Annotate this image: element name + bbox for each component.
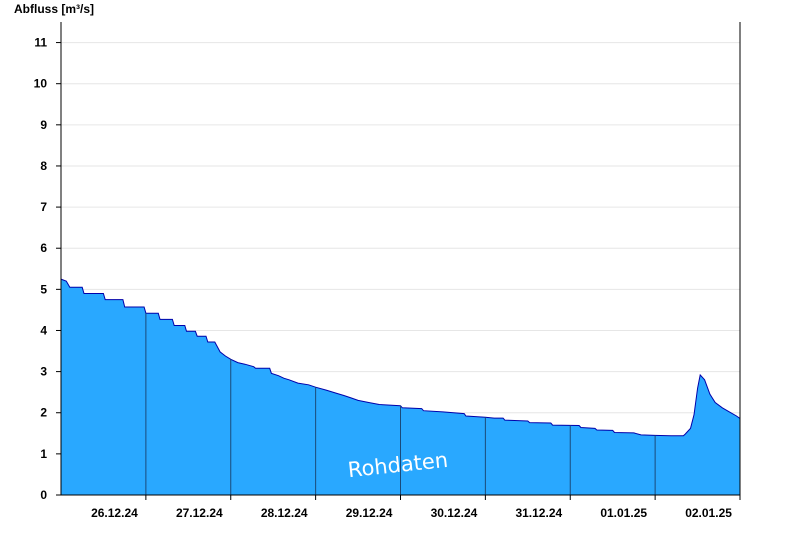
y-tick-label: 3 <box>40 365 47 379</box>
y-axis-title: Abfluss [m³/s] <box>14 2 94 16</box>
x-tick-label: 31.12.24 <box>515 506 562 520</box>
x-tick-label: 01.01.25 <box>600 506 647 520</box>
y-tick-label: 2 <box>40 406 47 420</box>
x-tick-label: 30.12.24 <box>431 506 478 520</box>
x-tick-label: 02.01.25 <box>685 506 732 520</box>
y-axis-ticks: 0 1 2 3 4 5 6 7 8 9 10 11 <box>34 36 61 502</box>
y-tick-label: 9 <box>40 118 47 132</box>
day-dividers <box>145 313 656 495</box>
y-tick-label: 8 <box>40 159 47 173</box>
x-axis-ticks: 26.12.24 27.12.24 28.12.24 29.12.24 30.12.24… <box>91 495 741 520</box>
y-tick-label: 11 <box>34 36 47 50</box>
y-tick-label: 1 <box>40 447 47 461</box>
discharge-line <box>60 278 741 437</box>
y-tick-label: 6 <box>40 241 47 255</box>
y-tick-label: 7 <box>40 200 47 214</box>
x-tick-label: 27.12.24 <box>176 506 223 520</box>
y-tick-label: 5 <box>40 282 47 296</box>
x-tick-label: 29.12.24 <box>346 506 393 520</box>
y-tick-label: 4 <box>40 323 47 337</box>
y-tick-label: 0 <box>40 488 47 502</box>
y-tick-label: 10 <box>34 77 48 91</box>
x-tick-label: 26.12.24 <box>91 506 138 520</box>
x-tick-label: 28.12.24 <box>261 506 308 520</box>
